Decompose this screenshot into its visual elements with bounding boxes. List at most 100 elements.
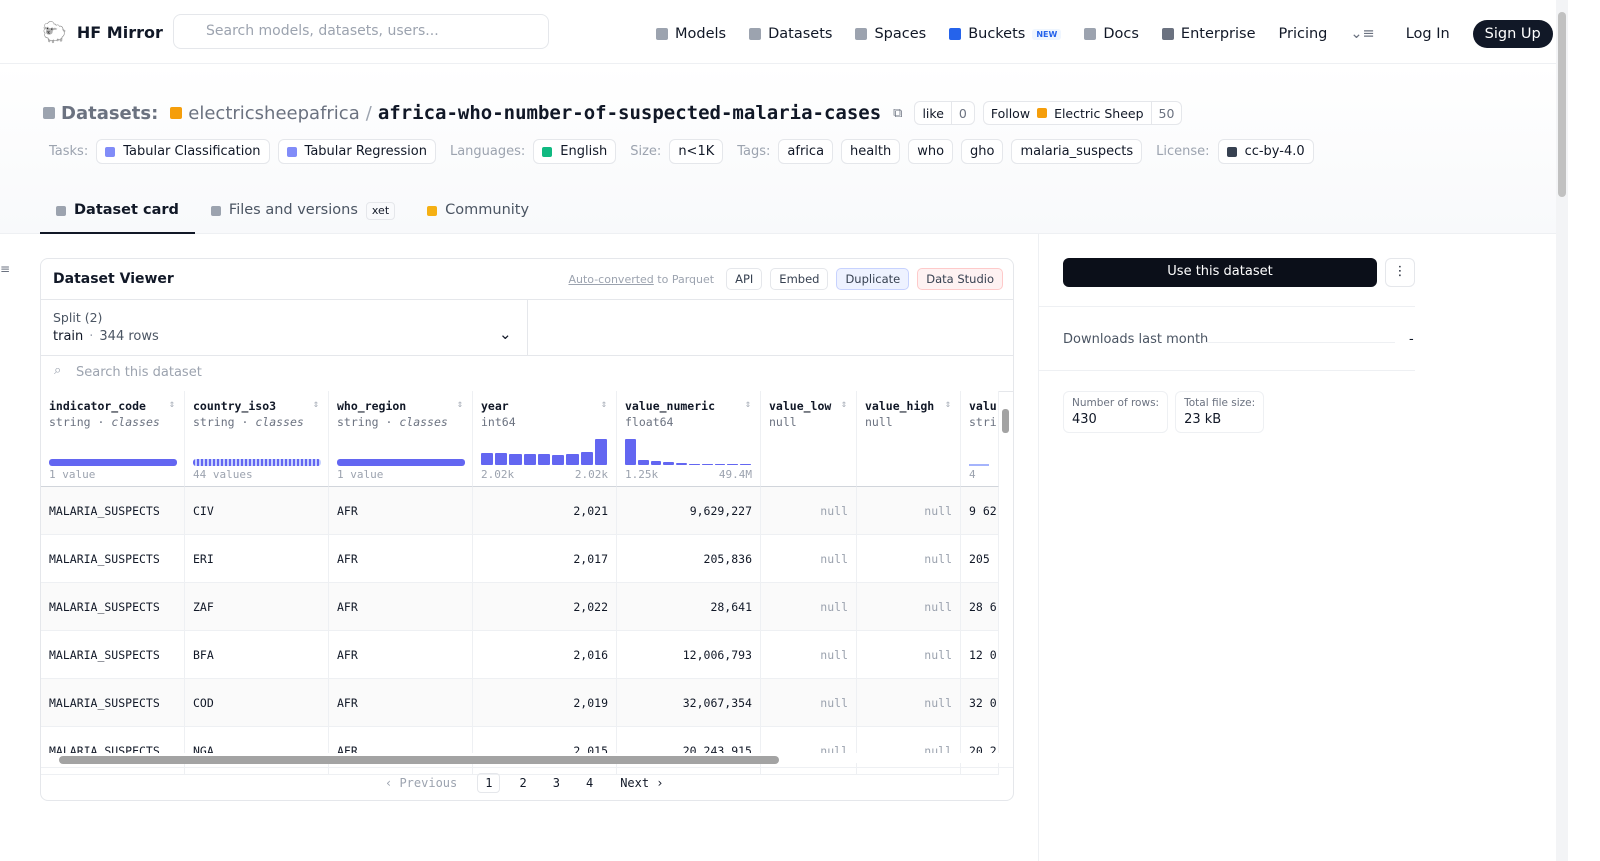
next[interactable]: Next › — [620, 776, 664, 790]
histogram-bar[interactable] — [650, 460, 662, 465]
tab[interactable]: Community — [411, 196, 545, 234]
sort-icon[interactable]: ⇕ — [945, 399, 952, 410]
viewer-button[interactable]: API — [726, 268, 763, 290]
nav-link[interactable]: Docs — [1084, 26, 1139, 42]
viewer-button[interactable]: Duplicate — [836, 268, 910, 290]
histogram-bar[interactable] — [740, 463, 751, 465]
histogram-bar[interactable] — [637, 459, 649, 465]
histogram-bar[interactable] — [663, 461, 675, 465]
tag[interactable]: cc-by-4.0 — [1217, 139, 1314, 164]
table-cell: MALARIA_SUSPECTS — [41, 535, 185, 583]
tag[interactable]: africa — [778, 139, 834, 164]
tab[interactable]: Dataset card — [40, 196, 195, 234]
more-button[interactable]: ⋮ — [1385, 258, 1415, 287]
histogram-bar[interactable] — [552, 455, 565, 465]
histogram-bar[interactable] — [676, 462, 687, 465]
tag[interactable]: who — [908, 139, 954, 164]
tag[interactable]: Tabular Classification — [96, 139, 270, 164]
v-scroll-thumb[interactable] — [1002, 409, 1009, 433]
copy-button[interactable]: ⧉ — [893, 105, 903, 121]
column-header[interactable]: who_region string · classes ⇕ 1 value — [329, 391, 473, 487]
histogram-bar[interactable] — [566, 454, 579, 465]
stat-label: 44 values — [193, 468, 253, 481]
viewer-button[interactable]: Data Studio — [917, 268, 1003, 290]
sort-icon[interactable]: ⇕ — [841, 399, 848, 410]
menu-icon[interactable]: ⌄≡ — [1350, 26, 1375, 42]
histogram-bar[interactable] — [495, 453, 508, 465]
class-bar[interactable] — [193, 459, 321, 466]
tag[interactable]: English — [533, 139, 617, 164]
nav-link[interactable]: Buckets NEW — [949, 26, 1062, 42]
follow-button[interactable]: Follow Electric Sheep 50 — [982, 101, 1183, 125]
column-name: valu — [969, 399, 997, 413]
use-dataset-button[interactable]: Use this dataset — [1063, 258, 1377, 287]
tag[interactable]: Tabular Regression — [277, 139, 436, 164]
tab[interactable]: Files and versions xet — [195, 196, 411, 234]
dataset-viewer: Dataset Viewer Auto-converted to Parquet A… — [40, 258, 1014, 801]
tag-group-label: Size: — [630, 144, 662, 159]
repo-name[interactable]: africa-who-number-of-suspected-malaria-c… — [377, 102, 882, 124]
column-header[interactable]: valu stri 4 — [961, 391, 999, 487]
tag[interactable]: malaria_suspects — [1011, 139, 1143, 164]
nav-link[interactable]: Models — [656, 26, 726, 42]
nav-link[interactable]: Pricing — [1279, 26, 1328, 42]
sort-icon[interactable]: ⇕ — [601, 399, 608, 410]
column-header[interactable]: indicator_code string · classes ⇕ 1 value — [41, 391, 185, 487]
column-type: float64 — [625, 415, 752, 429]
sort-icon[interactable]: ⇕ — [169, 399, 176, 410]
page-number[interactable]: 2 — [519, 776, 527, 790]
column-type: stri — [969, 415, 997, 429]
split-name: train — [53, 329, 84, 344]
tag[interactable]: n<1K — [669, 139, 724, 164]
sort-icon[interactable]: ⇕ — [457, 399, 464, 410]
table-cell: AFR — [329, 631, 473, 679]
column-header[interactable]: country_iso3 string · classes ⇕ 44 values — [185, 391, 329, 487]
histogram-bar[interactable] — [689, 463, 700, 465]
histogram-bar[interactable] — [523, 454, 536, 465]
nav-link[interactable]: Datasets — [749, 26, 832, 42]
column-header[interactable]: year int64 ⇕ 2.02k 2.02k — [473, 391, 617, 487]
histogram-bar[interactable] — [625, 439, 636, 465]
sort-icon[interactable]: ⇕ — [313, 399, 320, 410]
tag[interactable]: health — [841, 139, 901, 164]
column-header[interactable]: value_numeric float64 ⇕ 1.25k 49.4M — [617, 391, 761, 487]
downloads-value: - — [1409, 332, 1414, 347]
login[interactable]: Log In — [1405, 26, 1450, 42]
owner-link[interactable]: electricsheepafrica — [188, 102, 360, 124]
table-cell: 2,017 — [473, 535, 617, 583]
class-bar[interactable] — [49, 459, 177, 466]
histogram-bar[interactable] — [481, 453, 494, 465]
page-number[interactable]: 3 — [552, 776, 560, 790]
page-number[interactable]: 4 — [585, 776, 594, 790]
column-header[interactable]: value_high null ⇕ — [857, 391, 961, 487]
chevron[interactable]: ⌄ — [499, 325, 512, 343]
brand[interactable]: 🐑 HF Mirror — [42, 20, 163, 44]
table-search[interactable]: Search this dataset — [76, 365, 202, 380]
search-box[interactable]: Search models, datasets, users... — [173, 14, 549, 49]
sidebar-toggle[interactable]: ≡ — [0, 262, 11, 276]
org-avatar — [1037, 108, 1048, 118]
viewer-button[interactable]: Embed — [770, 268, 829, 290]
auto-link[interactable]: Auto-converted — [568, 272, 654, 286]
previous[interactable]: ‹ Previous — [385, 776, 458, 790]
histogram-bar[interactable] — [509, 454, 522, 465]
histogram-bar[interactable] — [727, 463, 739, 465]
histogram-bar[interactable] — [580, 452, 593, 465]
histogram-bar[interactable] — [714, 463, 726, 465]
class-bar[interactable] — [969, 464, 989, 466]
histogram-bar[interactable] — [594, 439, 607, 465]
nav-link[interactable]: Enterprise — [1161, 26, 1256, 42]
signup[interactable]: Sign Up — [1472, 20, 1553, 48]
histogram-bar[interactable] — [701, 463, 713, 465]
tag[interactable]: gho — [961, 139, 1004, 164]
class-bar[interactable] — [337, 459, 465, 466]
split-select[interactable]: train · 344 rows — [53, 329, 159, 344]
page-number[interactable]: 1 — [477, 773, 501, 793]
like-button[interactable]: like 0 — [914, 101, 975, 125]
nav-link[interactable]: Spaces — [855, 26, 926, 42]
histogram-bar[interactable] — [537, 454, 551, 465]
table-cell: AFR — [329, 487, 473, 535]
h-scroll-thumb[interactable] — [59, 756, 779, 764]
sort-icon[interactable]: ⇕ — [745, 399, 752, 410]
column-header[interactable]: value_low null ⇕ — [761, 391, 857, 487]
